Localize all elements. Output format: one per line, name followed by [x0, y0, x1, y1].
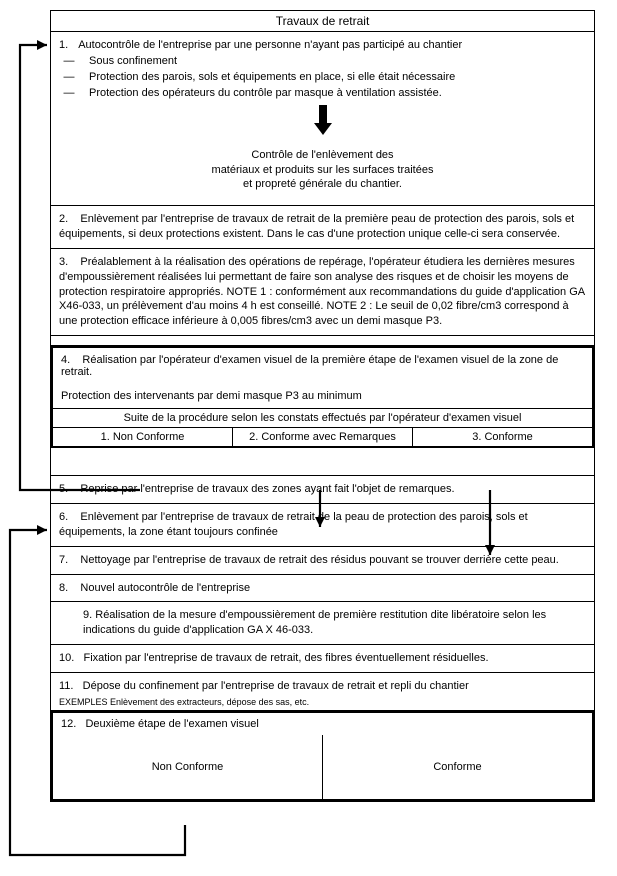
- table-header: Travaux de retrait: [51, 11, 594, 32]
- section-10: 10. Fixation par l'entreprise de travaux…: [51, 645, 594, 673]
- section-11-num: 11.: [59, 680, 73, 692]
- section-12-num: 12.: [61, 718, 76, 730]
- section-4-num: 4.: [61, 354, 70, 366]
- section-8-text: Nouvel autocontrôle de l'entreprise: [80, 582, 250, 594]
- section-2: 2. Enlèvement par l'entreprise de travau…: [51, 206, 594, 249]
- section-1-text: Autocontrôle de l'entreprise par une per…: [78, 38, 462, 53]
- section-9-num: 9.: [83, 609, 92, 621]
- section-5-num: 5.: [59, 483, 68, 495]
- section-6-num: 6.: [59, 511, 68, 523]
- section-3: 3. Préalablement à la réalisation des op…: [51, 249, 594, 336]
- down-arrow-icon: [59, 101, 586, 144]
- section-8: 8. Nouvel autocontrôle de l'entreprise: [51, 575, 594, 603]
- section-2-text: Enlèvement par l'entreprise de travaux d…: [59, 213, 574, 240]
- section-3-num: 3.: [59, 256, 68, 268]
- section-9-text: Réalisation de la mesure d'empoussièreme…: [83, 609, 546, 636]
- section-7-text: Nettoyage par l'entreprise de travaux de…: [80, 554, 558, 566]
- col-non-conforme: 1. Non Conforme: [53, 428, 233, 446]
- section-6-text: Enlèvement par l'entreprise de travaux d…: [59, 511, 528, 538]
- section-2-num: 2.: [59, 213, 68, 225]
- spacer-row: [51, 336, 594, 346]
- process-table: Travaux de retrait 1. Autocontrôle de l'…: [50, 10, 595, 802]
- col-conforme: 3. Conforme: [413, 428, 592, 446]
- section-4-protection: Protection des intervenants par demi mas…: [61, 390, 362, 402]
- section-6: 6. Enlèvement par l'entreprise de travau…: [51, 504, 594, 547]
- section-4-text: Réalisation par l'opérateur d'examen vis…: [61, 354, 558, 378]
- section-11-examples: EXEMPLES Enlèvement des extracteurs, dép…: [59, 696, 586, 708]
- section-9: 9. Réalisation de la mesure d'empoussièr…: [51, 602, 594, 645]
- section-3-text: Préalablement à la réalisation des opéra…: [59, 256, 585, 327]
- section-12-box: 12. Deuxième étape de l'examen visuel No…: [51, 711, 594, 801]
- section-8-num: 8.: [59, 582, 68, 594]
- col-12-non-conforme: Non Conforme: [53, 735, 323, 799]
- section-7: 7. Nettoyage par l'entreprise de travaux…: [51, 547, 594, 575]
- col-12-conforme: Conforme: [323, 735, 592, 799]
- section-1-centered: Contrôle de l'enlèvement desmatériaux et…: [59, 144, 586, 199]
- section-11: 11. Dépose du confinement par l'entrepri…: [51, 673, 594, 711]
- col-conforme-remarques: 2. Conforme avec Remarques: [233, 428, 413, 446]
- section-1-num: 1.: [59, 38, 68, 53]
- dash-icon: —: [59, 86, 79, 101]
- section-11-text: Dépose du confinement par l'entreprise d…: [83, 680, 469, 692]
- section-1: 1. Autocontrôle de l'entreprise par une …: [51, 32, 594, 206]
- section-5: 5. Reprise par l'entreprise de travaux d…: [51, 476, 594, 504]
- section-4-cols: 1. Non Conforme 2. Conforme avec Remarqu…: [53, 427, 592, 448]
- section-10-text: Fixation par l'entreprise de travaux de …: [83, 652, 488, 664]
- section-1-bullet-0: Sous confinement: [89, 54, 177, 69]
- section-10-num: 10.: [59, 652, 74, 664]
- dash-icon: —: [59, 70, 79, 85]
- section-1-bullet-1: Protection des parois, sols et équipemen…: [89, 70, 455, 85]
- section-4-subheader: Suite de la procédure selon les constats…: [53, 408, 592, 427]
- section-12-text: Deuxième étape de l'examen visuel: [85, 718, 258, 730]
- section-4-box: 4. Réalisation par l'opérateur d'examen …: [51, 346, 594, 448]
- section-1-bullet-2: Protection des opérateurs du contrôle pa…: [89, 86, 442, 101]
- section-12-cols: Non Conforme Conforme: [53, 735, 592, 799]
- section-7-num: 7.: [59, 554, 68, 566]
- dash-icon: —: [59, 54, 79, 69]
- spacer-row: [51, 448, 594, 476]
- section-5-text: Reprise par l'entreprise de travaux des …: [80, 483, 454, 495]
